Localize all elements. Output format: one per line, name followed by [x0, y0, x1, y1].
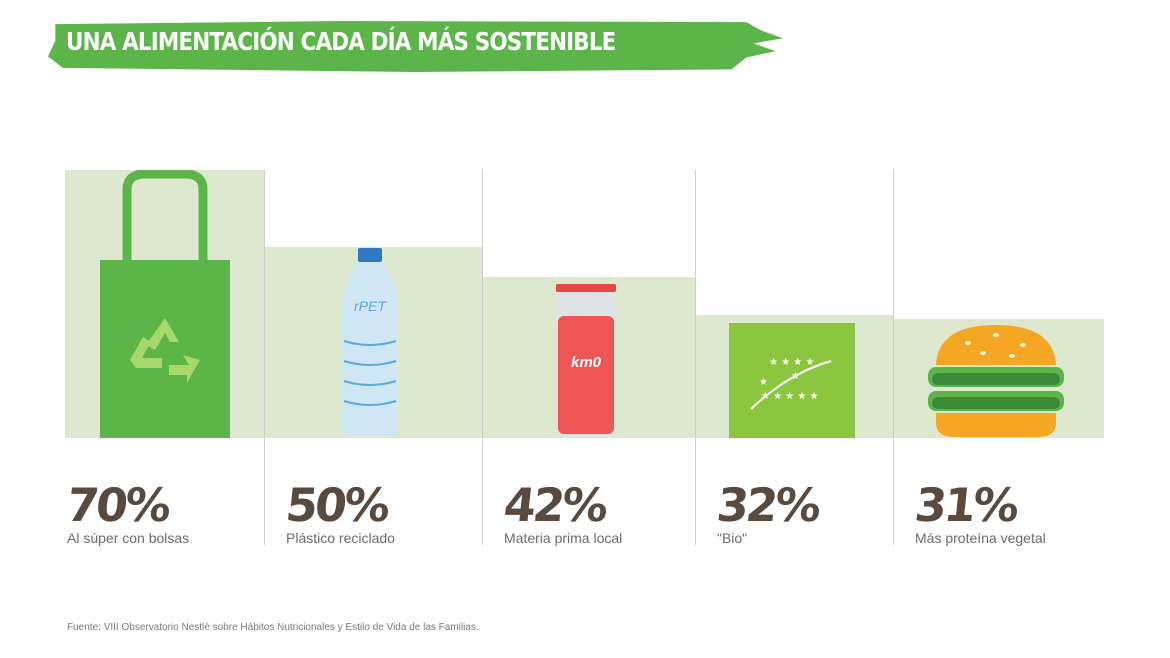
- source-note: Fuente: VIII Observatorio Nestlé sobre H…: [67, 622, 479, 633]
- category-label: "Bio": [717, 530, 748, 546]
- divider: [482, 170, 483, 545]
- svg-text:★: ★: [759, 377, 768, 388]
- value-label: 70%: [64, 478, 171, 532]
- km0-label: km0: [571, 354, 602, 371]
- water-bottle-icon: rPET: [342, 248, 398, 436]
- svg-text:★ ★ ★ ★ ★: ★ ★ ★ ★ ★: [761, 391, 819, 402]
- title-banner: [48, 21, 783, 72]
- value-label: 50%: [283, 478, 390, 532]
- value-label: 42%: [501, 478, 608, 532]
- divider: [264, 170, 265, 545]
- divider: [695, 170, 696, 545]
- value-label: 32%: [714, 478, 821, 532]
- category-label: Más proteína vegetal: [915, 530, 1046, 546]
- svg-text:★ ★ ★ ★: ★ ★ ★ ★: [769, 357, 814, 368]
- value-label: 31%: [912, 478, 1019, 532]
- juice-bottle-icon: km0: [556, 284, 616, 438]
- category-label: Plástico reciclado: [286, 530, 395, 546]
- category-label: Al súper con bolsas: [67, 530, 190, 546]
- eu-organic-icon: ★ ★ ★ ★★★★ ★ ★ ★ ★: [729, 323, 855, 438]
- chart-title: UNA ALIMENTACIÓN CADA DÍA MÁS SOSTENIBLE: [66, 27, 616, 56]
- burger-icon: [928, 325, 1064, 437]
- tote-bag-recycle-icon: [100, 170, 230, 438]
- divider: [893, 170, 894, 545]
- rpet-label: rPET: [354, 298, 387, 314]
- category-label: Materia prima local: [504, 530, 623, 546]
